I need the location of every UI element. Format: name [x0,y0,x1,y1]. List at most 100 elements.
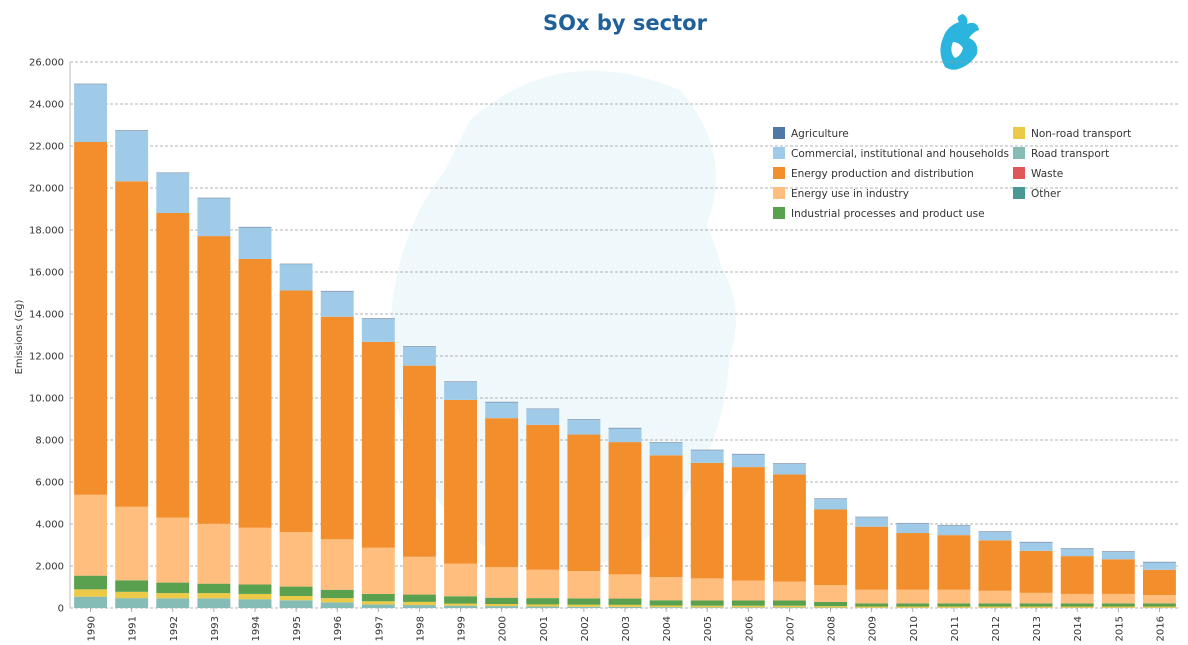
bar-segment[interactable] [978,531,1012,541]
bar-segment[interactable] [1143,594,1176,604]
legend-label[interactable]: Road transport [1031,148,1109,160]
bar-segment[interactable] [608,598,642,605]
bar-segment[interactable] [361,604,395,608]
bar-segment[interactable] [1060,548,1094,557]
bar-segment[interactable] [1143,606,1176,608]
bar-segment[interactable] [526,409,560,425]
bar-segment[interactable] [690,605,724,608]
bar-segment[interactable] [526,606,560,608]
bar-segment[interactable] [731,600,765,606]
legend-label[interactable]: Energy use in industry [791,188,909,200]
bar-segment[interactable] [279,290,313,532]
bar-segment[interactable] [649,600,683,606]
bar-segment[interactable] [197,593,231,599]
bar-segment[interactable] [1019,550,1053,593]
bar-segment[interactable] [731,605,765,608]
bar-segment[interactable] [773,463,806,475]
bar-segment[interactable] [690,607,724,608]
bar-segment[interactable] [896,523,930,534]
bar-segment[interactable] [238,227,272,259]
bar-segment[interactable] [1060,556,1094,594]
bar-segment[interactable] [74,596,107,608]
bar-segment[interactable] [279,264,313,291]
bar-segment[interactable] [156,173,190,213]
bar-segment[interactable] [608,428,642,443]
bar-segment[interactable] [567,604,601,607]
bar-segment[interactable] [567,419,601,435]
legend-swatch[interactable] [1013,187,1025,199]
bar-segment[interactable] [403,556,436,595]
bar-segment[interactable] [485,402,519,419]
bar-segment[interactable] [74,575,107,590]
legend-label[interactable]: Agriculture [791,128,849,140]
bar-segment[interactable] [115,506,149,581]
bar-segment[interactable] [608,574,642,599]
bar-segment[interactable] [197,523,231,584]
bar-segment[interactable] [690,450,724,463]
legend-swatch[interactable] [773,147,785,159]
bar-segment[interactable] [444,382,477,400]
bar-segment[interactable] [814,601,847,607]
bar-segment[interactable] [115,580,149,592]
bar-segment[interactable] [1060,593,1094,604]
bar-segment[interactable] [896,603,930,607]
bar-segment[interactable] [197,236,231,524]
bar-segment[interactable] [156,212,190,518]
bar-segment[interactable] [526,598,560,605]
bar-segment[interactable] [1101,551,1135,560]
bar-segment[interactable] [1101,603,1135,607]
bar-segment[interactable] [156,593,190,599]
bar-segment[interactable] [115,130,149,182]
bar-segment[interactable] [238,258,272,528]
legend-label[interactable]: Non-road transport [1031,128,1131,140]
bar-segment[interactable] [197,198,231,237]
legend-label[interactable]: Commercial, institutional and households [791,148,1009,160]
bar-segment[interactable] [1019,542,1053,551]
bar-segment[interactable] [814,585,847,602]
bar-segment[interactable] [855,517,889,527]
bar-segment[interactable] [485,606,519,608]
bar-segment[interactable] [731,580,765,601]
bar-segment[interactable] [1060,603,1094,607]
bar-segment[interactable] [320,316,354,540]
bar-segment[interactable] [855,603,889,607]
bar-segment[interactable] [279,600,313,608]
bar-segment[interactable] [197,583,231,594]
bar-segment[interactable] [444,596,477,604]
bar-segment[interactable] [978,606,1012,608]
bar-segment[interactable] [649,607,683,608]
bar-segment[interactable] [855,606,889,608]
bar-segment[interactable] [444,605,477,608]
bar-segment[interactable] [74,494,107,576]
bar-segment[interactable] [1060,606,1094,608]
bar-segment[interactable] [814,509,847,586]
bar-segment[interactable] [937,606,971,608]
bar-segment[interactable] [485,604,519,607]
bar-segment[interactable] [978,603,1012,607]
bar-segment[interactable] [74,142,107,495]
bar-segment[interactable] [156,598,190,608]
bar-segment[interactable] [403,594,436,602]
bar-segment[interactable] [444,603,477,606]
legend-swatch[interactable] [1013,127,1025,139]
bar-segment[interactable] [567,434,601,572]
legend-label[interactable]: Waste [1031,168,1063,180]
legend-swatch[interactable] [773,207,785,219]
bar-segment[interactable] [485,418,519,568]
bar-segment[interactable] [361,341,395,548]
bar-segment[interactable] [773,607,806,608]
bar-segment[interactable] [361,593,395,602]
bar-segment[interactable] [197,598,231,608]
bar-segment[interactable] [937,589,971,604]
bar-segment[interactable] [320,291,354,317]
bar-segment[interactable] [855,589,889,604]
bar-segment[interactable] [649,577,683,601]
bar-segment[interactable] [649,605,683,608]
bar-segment[interactable] [156,582,190,594]
bar-segment[interactable] [978,540,1012,591]
bar-segment[interactable] [690,578,724,601]
bar-segment[interactable] [74,589,107,597]
bar-segment[interactable] [361,601,395,605]
bar-segment[interactable] [937,525,971,536]
bar-segment[interactable] [1143,569,1176,595]
